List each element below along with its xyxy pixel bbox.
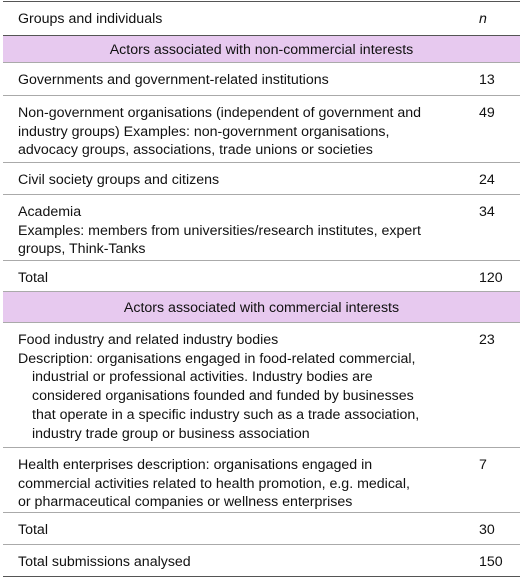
text-line: Health enterprises description: organisa…	[18, 457, 373, 473]
label-cell: Total	[18, 270, 48, 286]
row: Food industry and related industry bodie…	[3, 323, 520, 448]
n-cell: 24	[479, 172, 495, 188]
text-line: Description: organisations engaged in fo…	[18, 350, 416, 367]
label-cell: Governments and government-related insti…	[18, 71, 329, 90]
text-line: or pharmaceutical companies or wellness …	[18, 494, 353, 511]
n-cell: 30	[479, 522, 495, 538]
label-cell: Total	[18, 522, 48, 538]
text-line: Non-government organisations (independen…	[18, 105, 422, 121]
text-line: commercial activities related to health …	[18, 475, 410, 492]
text-line: groups, Think-Tanks	[18, 241, 146, 258]
label-cell: Food industry and related industry bodie…	[18, 331, 419, 443]
row: Non-government organisations (independen…	[3, 96, 520, 163]
text-line: Food industry and related industry bodie…	[18, 332, 279, 348]
section-title: Actors associated with commercial intere…	[3, 292, 520, 323]
row: Civil society groups and citizens 24	[3, 163, 520, 195]
text-line: industrial or professional activities. I…	[32, 369, 373, 386]
table: Groups and individuals n Actors associat…	[3, 1, 520, 577]
label-cell: Civil society groups and citizens	[18, 171, 219, 190]
header-cell: n	[479, 11, 487, 27]
n-cell: 120	[479, 270, 503, 286]
text-line: industry groups) Examples: non-governmen…	[18, 123, 390, 140]
text-line: advocacy groups, associations, trade uni…	[18, 142, 373, 159]
section-title: Actors associated with non-commercial in…	[3, 36, 520, 63]
total-row: Total 30	[3, 513, 520, 545]
n-cell: 7	[479, 457, 487, 473]
text-line: industry trade group or business associa…	[32, 425, 310, 442]
text-line: that operate in a specific industry such…	[32, 406, 420, 423]
n-cell: 23	[479, 332, 495, 348]
n-cell: 150	[479, 554, 503, 570]
n-cell: 13	[479, 72, 495, 88]
text-line: Examples: members from universities/rese…	[18, 222, 421, 239]
grand-total-row: Total submissions analysed 150	[3, 545, 520, 576]
row: Academia Examples: members from universi…	[3, 195, 520, 261]
label-cell: Academia Examples: members from universi…	[18, 203, 421, 259]
label-cell: Health enterprises description: organisa…	[18, 456, 410, 512]
text-line: Academia	[18, 204, 82, 220]
text-line: Governments and government-related insti…	[18, 72, 329, 88]
n-cell: 34	[479, 204, 495, 220]
n-cell: 49	[479, 105, 495, 121]
text-line: Civil society groups and citizens	[18, 172, 220, 188]
label-cell: Non-government organisations (independen…	[18, 104, 421, 160]
header-row: Groups and individuals n	[3, 2, 520, 36]
row: Governments and government-related insti…	[3, 63, 520, 96]
header-cell: Groups and individuals	[18, 11, 163, 27]
text-line: considered organisations founded and fun…	[32, 388, 414, 405]
label-cell: Total submissions analysed	[18, 554, 191, 570]
row: Health enterprises description: organisa…	[3, 448, 520, 513]
total-row: Total 120	[3, 261, 520, 292]
